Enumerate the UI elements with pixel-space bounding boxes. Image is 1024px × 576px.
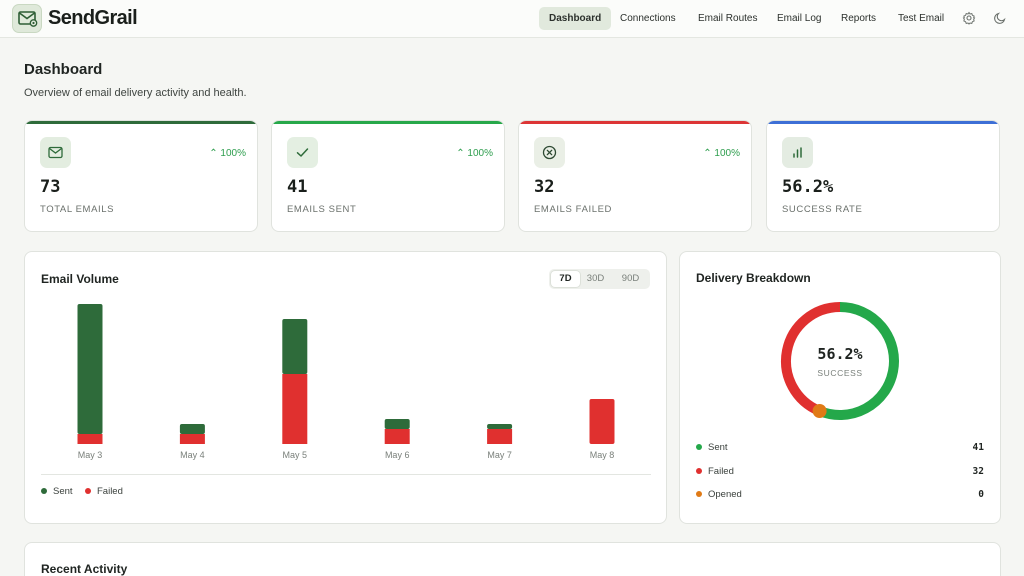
nav-test-email[interactable]: Test Email xyxy=(898,13,945,24)
mail-icon xyxy=(40,137,71,168)
bar-failed-may-3[interactable] xyxy=(77,434,103,444)
nav-dashboard[interactable]: Dashboard xyxy=(539,7,612,30)
breakdown-row-sent: Sent 41 xyxy=(696,442,984,456)
bar-chart-icon xyxy=(782,137,813,168)
donut-center-label: SUCCESS xyxy=(817,368,863,378)
email-volume-chart: May 3 May 4 May 5 May 6 May 7 May 8 xyxy=(77,304,615,460)
bar-failed-may-5[interactable] xyxy=(282,374,308,444)
nav-connections[interactable]: Connections xyxy=(620,13,676,24)
stat-accent-bar xyxy=(767,121,999,124)
x-tick-label: May 3 xyxy=(78,450,103,460)
nav-email-routes[interactable]: Email Routes xyxy=(698,13,758,24)
nav-reports[interactable]: Reports xyxy=(841,13,877,24)
range-selector: 7D 30D 90D xyxy=(549,269,650,289)
bar-sent-may-5[interactable] xyxy=(282,319,308,374)
stat-label: TOTAL EMAILS xyxy=(40,204,115,215)
brand-name[interactable]: SendGrail xyxy=(48,7,138,29)
stat-value: 32 xyxy=(534,177,555,197)
stat-accent-bar xyxy=(519,121,751,124)
stat-accent-bar xyxy=(272,121,504,124)
email-volume-title: Email Volume xyxy=(41,272,119,286)
delivery-breakdown-panel: Delivery Breakdown 56.2% SUCCESS Sent 41… xyxy=(679,251,1001,524)
breakdown-row-failed: Failed 32 xyxy=(696,466,984,480)
trend-up-icon: ⌃ xyxy=(703,148,712,159)
stat-label: EMAILS FAILED xyxy=(534,204,613,215)
bar-sent-may-7[interactable] xyxy=(487,424,513,429)
breakdown-count: 0 xyxy=(978,489,984,500)
top-navbar: SendGrail Dashboard Connections Email Ro… xyxy=(0,0,1024,38)
trend-indicator: ⌃ 100% xyxy=(456,148,493,159)
opened-swatch xyxy=(696,491,702,498)
stat-label: SUCCESS RATE xyxy=(782,204,863,215)
delivery-donut-chart xyxy=(781,302,899,420)
breakdown-count: 41 xyxy=(972,442,984,453)
trend-up-icon: ⌃ xyxy=(456,148,465,159)
breakdown-label: Opened xyxy=(708,489,742,500)
stat-label: EMAILS SENT xyxy=(287,204,357,215)
settings-gear-icon[interactable] xyxy=(962,11,976,25)
breakdown-label: Sent xyxy=(708,442,728,453)
stat-card-success-rate: 56.2% SUCCESS RATE xyxy=(766,120,1000,232)
x-tick-label: May 5 xyxy=(283,450,308,460)
trend-value: 100% xyxy=(220,148,246,159)
recent-activity-panel: Recent Activity xyxy=(24,542,1001,576)
sendgrail-logo-icon[interactable] xyxy=(12,4,42,33)
page-title: Dashboard xyxy=(24,61,103,78)
legend-sent-label: Sent xyxy=(53,486,73,497)
stat-value: 41 xyxy=(287,177,308,197)
donut-slice-opened[interactable] xyxy=(812,403,827,418)
bar-failed-may-6[interactable] xyxy=(384,429,410,444)
stat-card-total-emails: ⌃ 100% 73 TOTAL EMAILS xyxy=(24,120,258,232)
bar-failed-may-7[interactable] xyxy=(487,429,513,444)
legend-sent: Sent xyxy=(41,486,73,497)
breakdown-count: 32 xyxy=(972,466,984,477)
legend-failed: Failed xyxy=(85,486,123,497)
donut-slice-sent[interactable] xyxy=(817,302,899,420)
trend-value: 100% xyxy=(467,148,493,159)
legend-sent-swatch xyxy=(41,488,47,495)
donut-center-value: 56.2% xyxy=(817,345,863,363)
bar-failed-may-8[interactable] xyxy=(589,399,615,444)
x-tick-label: May 4 xyxy=(180,450,205,460)
stat-value: 73 xyxy=(40,177,61,197)
bar-sent-may-6[interactable] xyxy=(384,419,410,429)
stat-card-emails-sent: ⌃ 100% 41 EMAILS SENT xyxy=(271,120,505,232)
bar-sent-may-3[interactable] xyxy=(77,304,103,434)
page-subtitle: Overview of email delivery activity and … xyxy=(24,87,247,99)
x-tick-label: May 8 xyxy=(590,450,615,460)
x-tick-label: May 7 xyxy=(487,450,512,460)
bar-sent-may-4[interactable] xyxy=(179,424,205,434)
chart-divider xyxy=(41,474,651,475)
trend-indicator: ⌃ 100% xyxy=(209,148,246,159)
x-tick-label: May 6 xyxy=(385,450,410,460)
legend-failed-swatch xyxy=(85,488,91,495)
range-30d-button[interactable]: 30D xyxy=(586,273,605,284)
stat-accent-bar xyxy=(25,121,257,124)
bar-failed-may-4[interactable] xyxy=(179,434,205,444)
x-circle-icon xyxy=(534,137,565,168)
failed-swatch xyxy=(696,468,702,475)
stat-value: 56.2% xyxy=(782,177,834,197)
stat-card-emails-failed: ⌃ 100% 32 EMAILS FAILED xyxy=(518,120,752,232)
sent-swatch xyxy=(696,444,702,451)
trend-up-icon: ⌃ xyxy=(209,148,218,159)
recent-activity-title: Recent Activity xyxy=(41,562,128,576)
range-7d-button[interactable]: 7D xyxy=(551,271,580,287)
trend-value: 100% xyxy=(714,148,740,159)
breakdown-label: Failed xyxy=(708,466,734,477)
nav-email-log[interactable]: Email Log xyxy=(777,13,822,24)
range-90d-button[interactable]: 90D xyxy=(621,273,640,284)
delivery-breakdown-title: Delivery Breakdown xyxy=(696,271,811,285)
check-icon xyxy=(287,137,318,168)
breakdown-row-opened: Opened 0 xyxy=(696,489,984,503)
donut-slice-failed[interactable] xyxy=(781,302,841,416)
legend-failed-label: Failed xyxy=(97,486,123,497)
trend-indicator: ⌃ 100% xyxy=(703,148,740,159)
dark-mode-moon-icon[interactable] xyxy=(993,11,1007,25)
